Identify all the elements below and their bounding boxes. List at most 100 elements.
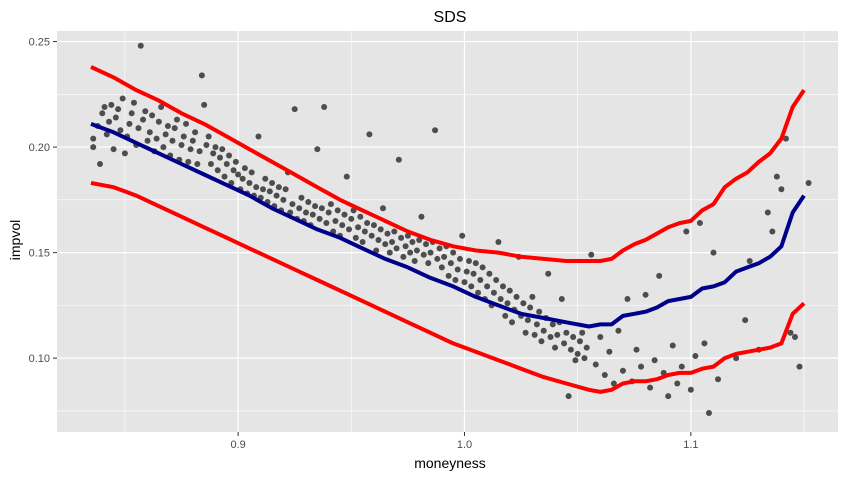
data-point — [312, 203, 319, 210]
data-point — [370, 222, 377, 229]
data-point — [461, 279, 468, 286]
upper-band-line — [90, 65, 806, 263]
data-point — [103, 131, 110, 138]
data-point — [710, 249, 717, 256]
data-point — [796, 363, 803, 370]
data-point — [715, 376, 722, 383]
data-point — [364, 220, 371, 227]
data-point — [393, 245, 400, 252]
data-point — [422, 241, 429, 248]
data-point — [509, 319, 516, 326]
data-point — [418, 213, 425, 220]
data-point — [493, 277, 500, 284]
data-point — [201, 101, 208, 108]
data-point — [253, 184, 260, 191]
data-point — [226, 152, 233, 159]
data-point — [273, 192, 280, 199]
data-point — [533, 321, 540, 328]
data-point — [189, 137, 196, 144]
data-point — [773, 173, 780, 180]
data-point — [99, 110, 106, 117]
data-point — [805, 179, 812, 186]
data-point — [160, 144, 167, 151]
data-point — [434, 255, 441, 262]
data-point — [314, 146, 321, 153]
data-point — [468, 283, 475, 290]
data-point — [212, 144, 219, 151]
data-point — [187, 146, 194, 153]
data-point — [377, 226, 384, 233]
data-point — [318, 205, 325, 212]
data-point — [606, 348, 613, 355]
lower-band-line — [90, 181, 806, 394]
data-point — [656, 272, 663, 279]
data-point — [402, 243, 409, 250]
data-point — [275, 184, 282, 191]
y-tick-label: 0.25 — [29, 37, 50, 49]
data-point — [325, 209, 332, 216]
data-point — [610, 380, 617, 387]
data-point — [137, 42, 144, 49]
data-point — [262, 175, 269, 182]
data-point — [665, 393, 672, 400]
data-point — [183, 120, 190, 127]
data-point — [327, 201, 334, 208]
data-point — [192, 129, 199, 136]
x-tick-label: 1.0 — [457, 439, 472, 451]
data-point — [339, 222, 346, 229]
data-point — [180, 133, 187, 140]
data-point — [705, 410, 712, 417]
data-point — [361, 228, 368, 235]
data-point — [289, 201, 296, 208]
data-point — [466, 258, 473, 265]
data-point — [425, 260, 432, 267]
data-point — [547, 334, 554, 341]
x-tick-label: 0.9 — [230, 439, 245, 451]
data-point — [391, 228, 398, 235]
data-point — [146, 129, 153, 136]
data-point — [522, 329, 529, 336]
data-point — [506, 287, 513, 294]
data-point — [379, 205, 386, 212]
data-point — [583, 344, 590, 351]
data-point — [205, 133, 212, 140]
data-point — [309, 211, 316, 218]
data-point — [504, 300, 511, 307]
data-point — [135, 125, 142, 132]
data-point — [692, 353, 699, 360]
data-point — [303, 209, 310, 216]
data-point — [432, 127, 439, 134]
data-point — [470, 270, 477, 277]
data-point — [346, 226, 353, 233]
data-point — [452, 277, 459, 284]
data-point — [282, 186, 289, 193]
data-point — [549, 321, 556, 328]
data-point — [214, 167, 221, 174]
data-point — [438, 264, 445, 271]
data-point — [355, 224, 362, 231]
data-point — [178, 141, 185, 148]
data-point — [552, 344, 559, 351]
data-point — [382, 241, 389, 248]
data-point — [592, 361, 599, 368]
data-point — [436, 245, 443, 252]
data-point — [128, 110, 135, 117]
data-point — [400, 253, 407, 260]
data-point — [441, 253, 448, 260]
data-point — [305, 198, 312, 205]
data-point — [140, 116, 147, 123]
data-point — [112, 114, 119, 121]
data-point — [769, 228, 776, 235]
data-point — [561, 340, 568, 347]
data-point — [348, 215, 355, 222]
data-point — [291, 106, 298, 113]
data-point — [411, 258, 418, 265]
data-point — [529, 293, 536, 300]
data-point — [678, 363, 685, 370]
data-point — [579, 329, 586, 336]
data-point — [409, 239, 416, 246]
data-point — [221, 173, 228, 180]
data-point — [130, 99, 137, 106]
